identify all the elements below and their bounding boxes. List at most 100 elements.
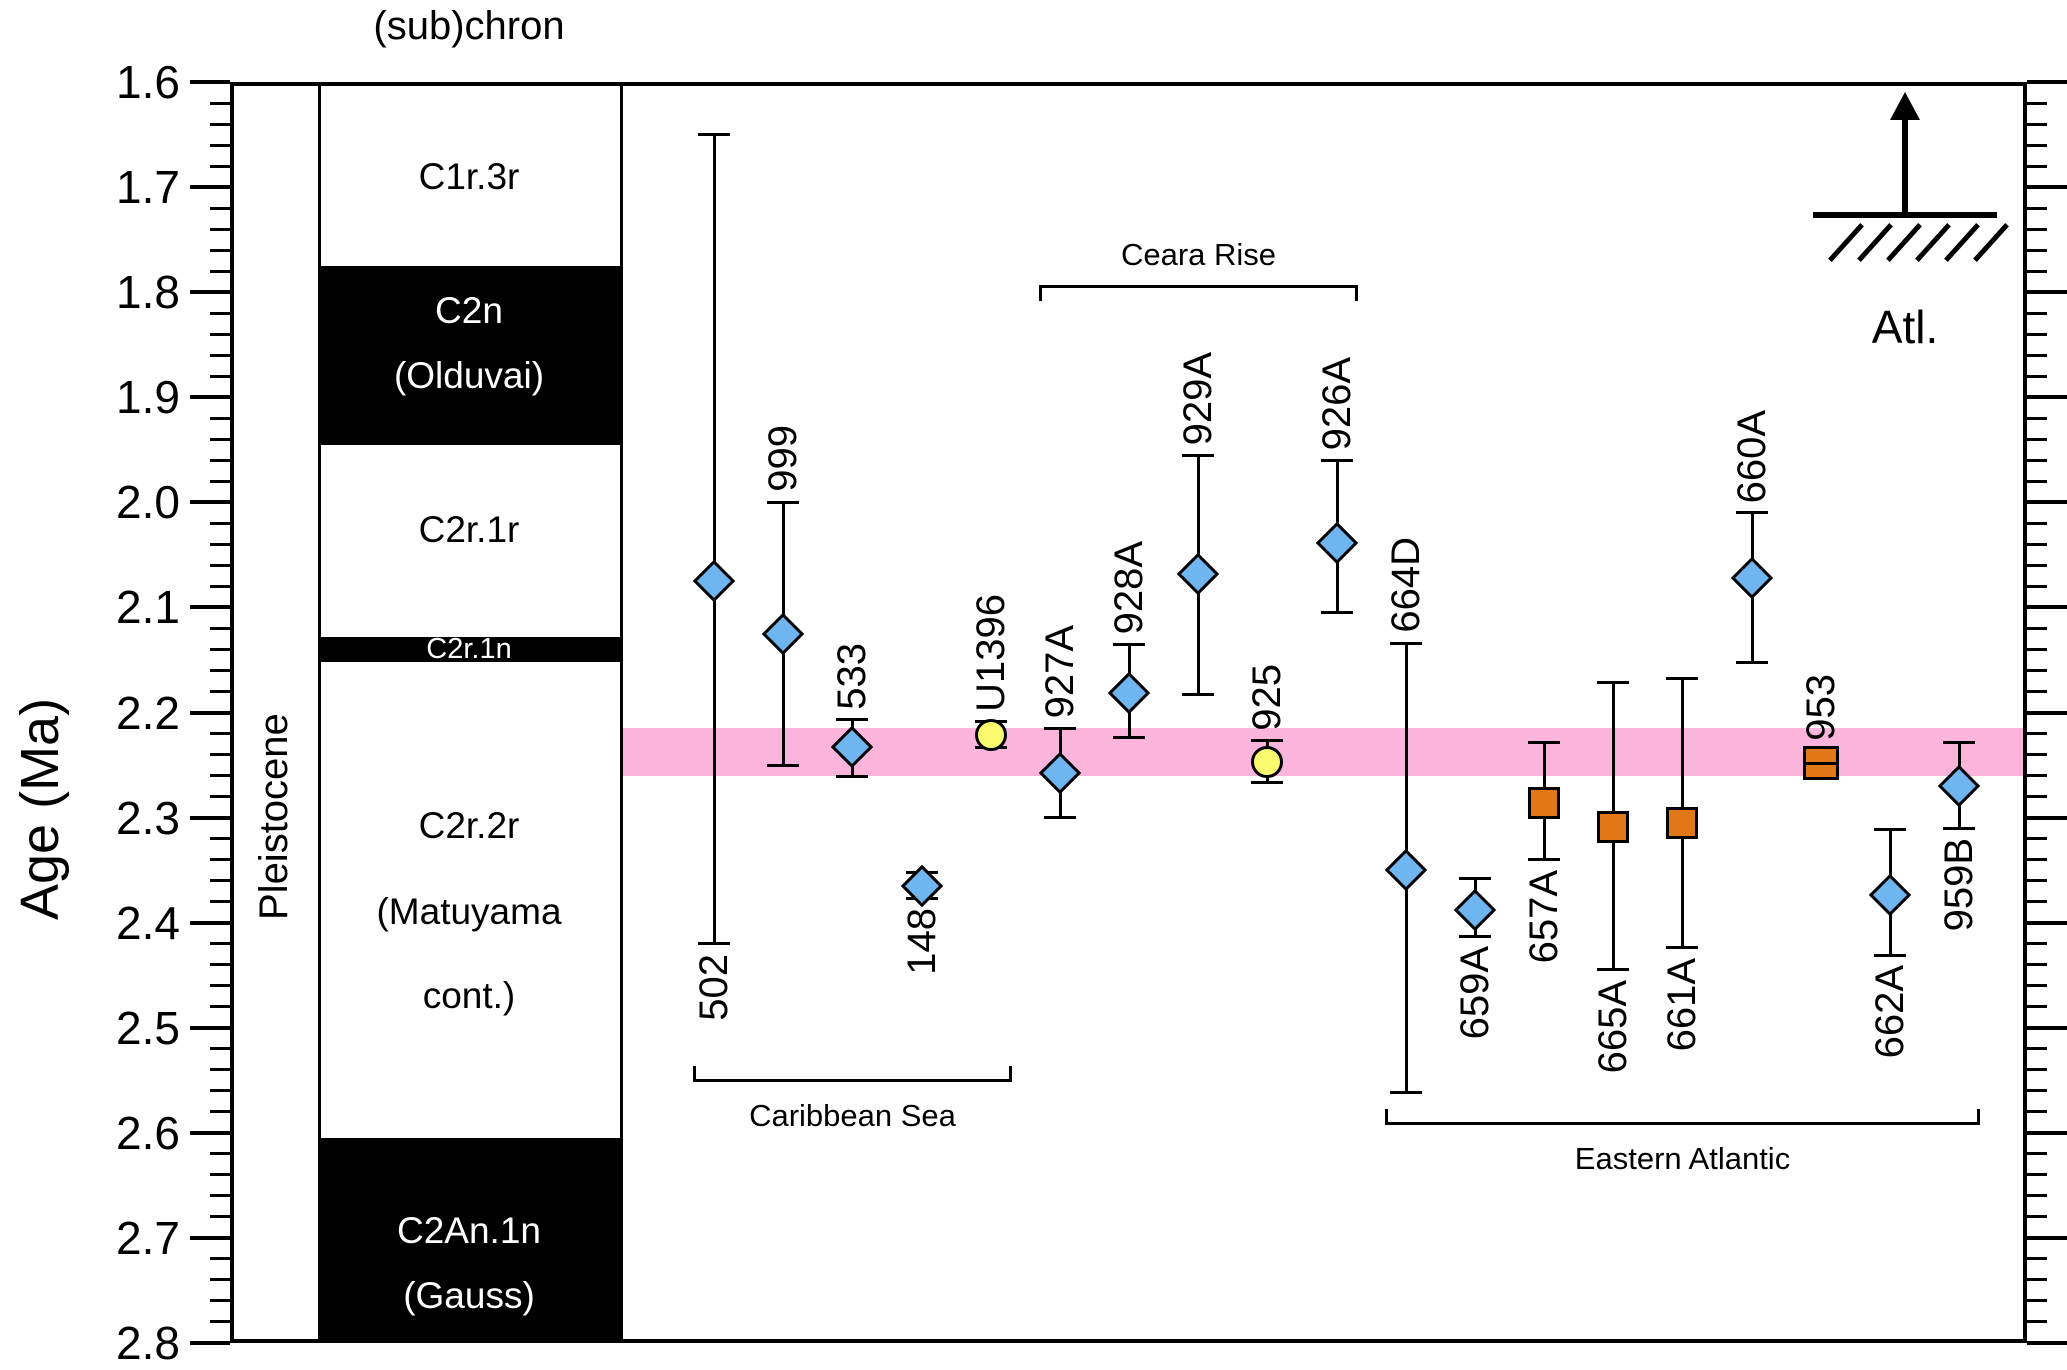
site-error-cap-top-927A bbox=[1044, 727, 1076, 730]
y-axis-minor-tick bbox=[210, 564, 230, 567]
site-error-cap-top-929A bbox=[1182, 454, 1214, 457]
chron-label: (Olduvai) bbox=[393, 355, 545, 396]
y-axis-major-tick bbox=[190, 605, 230, 609]
site-label-661A: 661A bbox=[1660, 958, 1704, 1052]
y-axis-minor-tick bbox=[210, 312, 230, 315]
y-axis-minor-tick-right bbox=[2027, 1005, 2047, 1008]
y-tick-label: 2.4 bbox=[116, 897, 180, 949]
site-label-925: 925 bbox=[1245, 664, 1289, 731]
y-axis-minor-tick bbox=[210, 102, 230, 105]
chron-label: C1r.3r bbox=[418, 156, 520, 197]
y-axis-minor-tick-right bbox=[2027, 102, 2047, 105]
y-axis-minor-tick-right bbox=[2027, 753, 2047, 756]
y-axis-major-tick bbox=[190, 80, 230, 84]
site-label-959B: 959B bbox=[1937, 838, 1981, 932]
site-label-660A: 660A bbox=[1730, 409, 1774, 503]
y-axis-minor-tick bbox=[210, 963, 230, 966]
site-marker-659A bbox=[1453, 888, 1497, 932]
y-axis-minor-tick-right bbox=[2027, 312, 2047, 315]
y-axis-minor-tick bbox=[210, 1194, 230, 1197]
group-bracket-ceara_rise bbox=[1039, 285, 1358, 301]
y-axis-minor-tick bbox=[210, 228, 230, 231]
site-error-cap-top-926A bbox=[1321, 459, 1353, 462]
group-label-ceara_rise: Ceara Rise bbox=[1120, 237, 1277, 272]
y-axis-minor-tick-right bbox=[2027, 795, 2047, 798]
y-axis-major-tick-right bbox=[2027, 395, 2067, 399]
site-error-cap-bottom-959B bbox=[1943, 827, 1975, 830]
y-axis-minor-tick-right bbox=[2027, 1215, 2047, 1218]
site-marker-U1396 bbox=[975, 719, 1007, 751]
y-axis-major-tick-right bbox=[2027, 290, 2067, 294]
site-label-928A: 928A bbox=[1107, 540, 1151, 634]
y-axis-major-tick bbox=[190, 500, 230, 504]
site-error-cap-top-533 bbox=[836, 718, 868, 721]
y-axis-minor-tick-right bbox=[2027, 249, 2047, 252]
y-axis-major-tick bbox=[190, 290, 230, 294]
y-axis-minor-tick bbox=[210, 1110, 230, 1113]
y-axis-minor-tick bbox=[210, 417, 230, 420]
y-axis-minor-tick bbox=[210, 1320, 230, 1323]
y-axis-minor-tick bbox=[210, 753, 230, 756]
y-axis-minor-tick bbox=[210, 459, 230, 462]
y-axis-minor-tick-right bbox=[2027, 417, 2047, 420]
site-error-cap-bottom-928A bbox=[1113, 736, 1145, 739]
y-tick-label: 2.6 bbox=[116, 1107, 180, 1159]
y-axis-major-tick-right bbox=[2027, 1236, 2067, 1240]
y-axis-minor-tick-right bbox=[2027, 963, 2047, 966]
y-axis-minor-tick bbox=[210, 144, 230, 147]
y-axis-minor-tick-right bbox=[2027, 207, 2047, 210]
site-marker-929A bbox=[1176, 552, 1220, 596]
y-axis-minor-tick-right bbox=[2027, 627, 2047, 630]
site-error-cap-top-664D bbox=[1390, 642, 1422, 645]
y-axis-minor-tick-right bbox=[2027, 858, 2047, 861]
site-label-927A: 927A bbox=[1038, 624, 1082, 718]
y-axis-major-tick-right bbox=[2027, 921, 2067, 925]
y-axis-minor-tick bbox=[210, 249, 230, 252]
y-axis-minor-tick-right bbox=[2027, 1068, 2047, 1071]
y-axis-minor-tick bbox=[210, 354, 230, 357]
site-error-bar-502 bbox=[713, 135, 716, 944]
y-tick-label: 2.8 bbox=[116, 1317, 180, 1369]
y-axis-minor-tick-right bbox=[2027, 144, 2047, 147]
y-axis-minor-tick-right bbox=[2027, 522, 2047, 525]
y-axis-major-tick bbox=[190, 395, 230, 399]
site-error-cap-bottom-661A bbox=[1666, 946, 1698, 949]
y-axis-minor-tick-right bbox=[2027, 942, 2047, 945]
y-axis-minor-tick-right bbox=[2027, 480, 2047, 483]
y-axis-minor-tick bbox=[210, 795, 230, 798]
y-axis-minor-tick bbox=[210, 1152, 230, 1155]
subchron-column-header: (sub)chron bbox=[373, 4, 565, 48]
y-axis-major-tick bbox=[190, 1341, 230, 1345]
y-axis-minor-tick-right bbox=[2027, 228, 2047, 231]
y-axis-major-tick bbox=[190, 185, 230, 189]
y-tick-label: 2.2 bbox=[116, 687, 180, 739]
y-axis-major-tick-right bbox=[2027, 185, 2067, 189]
chron-label: C2r.2r bbox=[418, 805, 520, 846]
site-marker-midline-953 bbox=[1803, 762, 1839, 765]
y-axis-major-tick-right bbox=[2027, 80, 2067, 84]
site-marker-661A bbox=[1666, 807, 1698, 839]
y-axis-minor-tick bbox=[210, 732, 230, 735]
site-label-148: 148 bbox=[900, 908, 944, 975]
group-label-eastern_atlantic: Eastern Atlantic bbox=[1574, 1141, 1791, 1176]
y-tick-label: 1.7 bbox=[116, 161, 180, 213]
site-error-cap-top-502 bbox=[698, 133, 730, 136]
site-error-cap-top-661A bbox=[1666, 677, 1698, 680]
y-axis-minor-tick bbox=[210, 375, 230, 378]
site-marker-657A bbox=[1528, 787, 1560, 819]
site-label-929A: 929A bbox=[1176, 351, 1220, 445]
y-axis-major-tick-right bbox=[2027, 605, 2067, 609]
site-label-502: 502 bbox=[692, 954, 736, 1021]
site-error-cap-bottom-925 bbox=[1251, 781, 1283, 784]
site-error-cap-top-660A bbox=[1736, 511, 1768, 514]
site-error-cap-top-665A bbox=[1597, 681, 1629, 684]
site-error-cap-bottom-999 bbox=[767, 764, 799, 767]
y-axis-minor-tick bbox=[210, 1089, 230, 1092]
y-axis-minor-tick bbox=[210, 648, 230, 651]
site-error-cap-bottom-665A bbox=[1597, 968, 1629, 971]
site-label-664D: 664D bbox=[1384, 537, 1428, 633]
y-axis-minor-tick bbox=[210, 207, 230, 210]
group-bracket-eastern_atlantic bbox=[1385, 1109, 1980, 1125]
y-axis-major-tick bbox=[190, 711, 230, 715]
